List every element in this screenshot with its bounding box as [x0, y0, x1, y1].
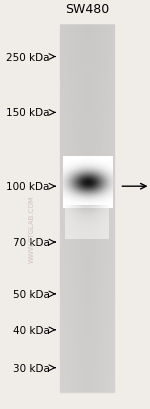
Text: 40 kDa: 40 kDa	[13, 325, 50, 335]
Text: 30 kDa: 30 kDa	[13, 363, 50, 373]
Text: WWW.PTGLAB.COM: WWW.PTGLAB.COM	[28, 195, 34, 262]
Text: SW480: SW480	[65, 2, 109, 16]
Text: 70 kDa: 70 kDa	[13, 238, 50, 247]
Text: 250 kDa: 250 kDa	[6, 52, 50, 63]
Text: 50 kDa: 50 kDa	[13, 289, 50, 299]
Text: 100 kDa: 100 kDa	[6, 182, 50, 192]
Bar	[60, 25, 114, 392]
Text: 150 kDa: 150 kDa	[6, 108, 50, 118]
